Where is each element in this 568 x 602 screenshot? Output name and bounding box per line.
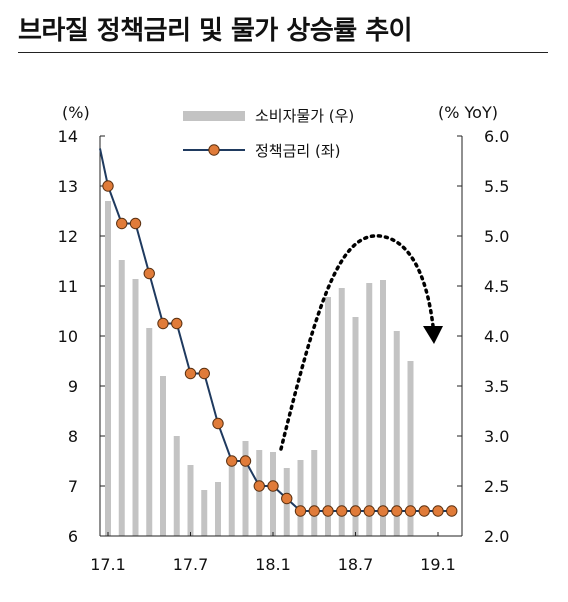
policy-rate-marker	[391, 505, 403, 517]
cpi-bar	[173, 436, 180, 536]
policy-rate-marker	[157, 317, 169, 330]
chart-title: 브라질 정책금리 및 물가 상승률 추이	[18, 16, 413, 46]
cpi-bar	[201, 490, 208, 536]
policy-rate-marker	[294, 505, 307, 517]
policy-rate-marker	[418, 505, 430, 517]
policy-rate-marker	[198, 367, 210, 380]
left-tick-label: 7	[68, 477, 78, 496]
cpi-bar	[338, 288, 345, 536]
cpi-bar	[256, 450, 263, 536]
left-tick-label: 13	[58, 177, 78, 196]
cpi-bar	[215, 482, 221, 536]
cpi-bar	[380, 280, 386, 536]
policy-rate-marker	[184, 367, 197, 380]
cpi-bar	[228, 466, 235, 536]
cpi-bar	[407, 361, 414, 536]
policy-rate-marker	[281, 492, 293, 505]
cpi-bar	[270, 452, 276, 536]
policy-rate-marker	[308, 505, 320, 517]
cpi-bar	[242, 441, 249, 536]
policy-rate-marker	[129, 217, 142, 230]
x-tick-label: 17.7	[173, 555, 209, 574]
annotation-arrow-path	[279, 234, 435, 451]
right-tick-label: 5.5	[484, 177, 509, 196]
cpi-bar	[187, 465, 194, 536]
right-tick-label: 2.0	[484, 527, 509, 546]
right-tick-label: 3.5	[484, 377, 509, 396]
left-tick-label: 6	[68, 527, 78, 546]
policy-rate-marker	[322, 505, 334, 517]
legend-label-rate: 정책금리 (좌)	[255, 142, 340, 160]
legend: 소비자물가 (우) 정책금리 (좌)	[183, 107, 354, 160]
policy-rate-marker	[253, 480, 265, 492]
legend-bar-swatch	[183, 111, 245, 121]
policy-rate-marker	[432, 505, 444, 517]
left-tick-label: 11	[58, 277, 78, 296]
annotation-arrow-head	[423, 326, 443, 344]
cpi-bar	[160, 376, 166, 536]
cpi-bars	[105, 201, 414, 536]
cpi-bar	[393, 331, 400, 536]
policy-rate-marker	[212, 417, 224, 430]
right-tick-label: 4.5	[484, 277, 509, 296]
policy-rate-marker	[446, 505, 458, 517]
right-unit-label: (% YoY)	[438, 103, 498, 122]
right-tick-label: 5.0	[484, 227, 509, 246]
policy-rate-marker	[363, 505, 375, 517]
left-unit-label: (%)	[62, 103, 90, 122]
title-underline	[18, 52, 548, 53]
left-tick-label: 10	[58, 327, 78, 346]
left-tick-label: 14	[58, 127, 78, 146]
policy-rate-marker	[404, 505, 417, 517]
policy-rate-series	[99, 148, 458, 517]
policy-rate-marker	[143, 267, 155, 280]
cpi-bar	[132, 279, 139, 536]
policy-rate-marker	[102, 180, 114, 192]
cpi-bar	[352, 317, 359, 536]
left-tick-label: 12	[58, 227, 78, 246]
legend-marker-swatch	[208, 144, 220, 156]
cpi-bar	[105, 201, 111, 536]
x-tick-label: 18.7	[338, 555, 374, 574]
cpi-bar	[311, 450, 318, 536]
policy-rate-marker	[336, 505, 348, 517]
x-tick-label: 19.1	[420, 555, 456, 574]
cpi-bar	[146, 328, 153, 536]
right-tick-label: 4.0	[484, 327, 509, 346]
cpi-bar	[118, 260, 125, 536]
policy-rate-marker	[226, 455, 238, 467]
policy-rate-marker	[349, 505, 362, 517]
left-tick-label: 8	[68, 427, 78, 446]
x-tick-label: 17.1	[90, 555, 126, 574]
policy-rate-marker	[116, 217, 128, 230]
right-tick-label: 2.5	[484, 477, 509, 496]
policy-rate-marker	[171, 317, 183, 330]
policy-rate-marker	[267, 480, 279, 492]
x-tick-label: 18.1	[255, 555, 291, 574]
left-tick-label: 9	[68, 377, 78, 396]
policy-rate-marker	[239, 455, 252, 467]
cpi-bar	[325, 297, 331, 536]
right-tick-label: 6.0	[484, 127, 509, 146]
cpi-bar	[297, 460, 304, 536]
cpi-bar	[366, 283, 373, 536]
right-tick-label: 3.0	[484, 427, 509, 446]
policy-rate-marker	[377, 505, 389, 517]
annotation	[279, 234, 443, 451]
axes: 6 7 8 9 10 11 12 13 14 2.0 2.5 3.0 3.5 4.0 4.5 5.0 5.5 6.…	[58, 103, 510, 574]
legend-label-cpi: 소비자물가 (우)	[255, 107, 354, 125]
